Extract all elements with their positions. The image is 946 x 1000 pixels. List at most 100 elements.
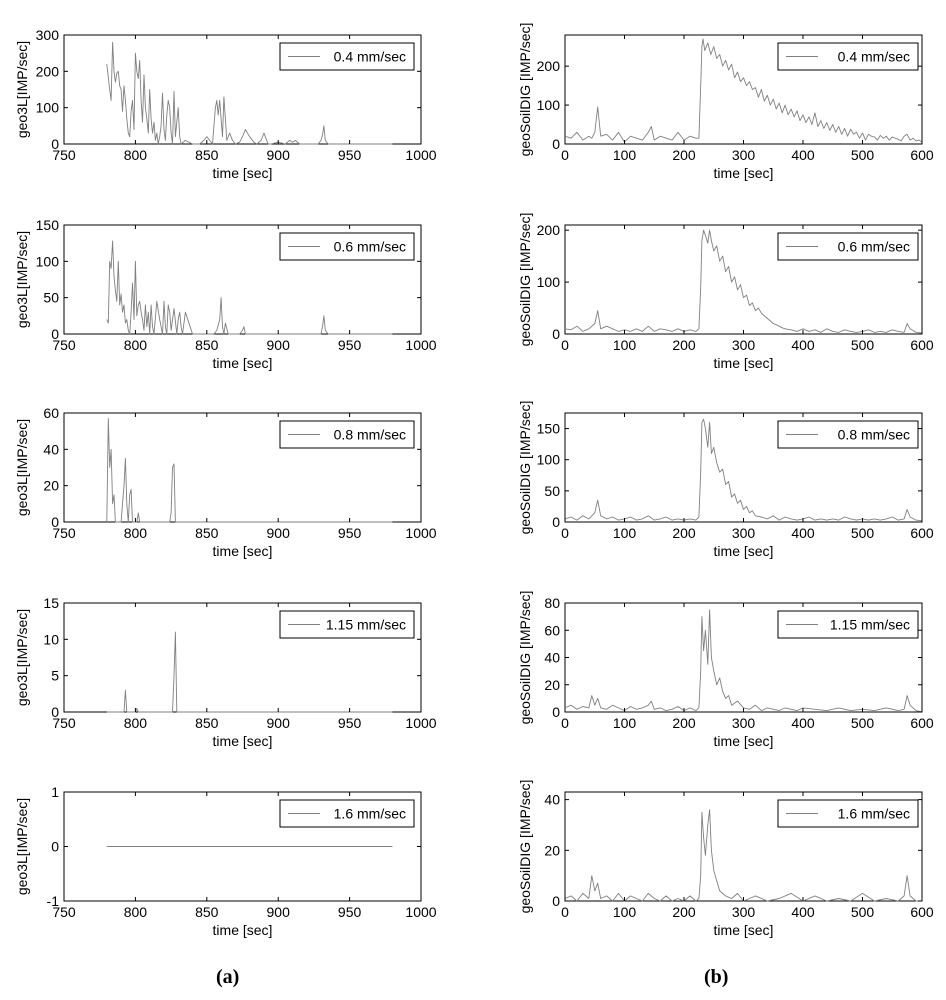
x-tick-label: 100	[613, 147, 637, 163]
x-tick-label: 0	[561, 147, 569, 163]
x-tick-label: 500	[851, 715, 875, 731]
x-tick-label: 200	[672, 147, 696, 163]
panel-label-a: (a)	[216, 966, 240, 988]
x-tick-label: 300	[732, 525, 756, 541]
x-axis-label: time [sec]	[714, 733, 774, 749]
y-axis-label: geo3L[IMP/sec]	[14, 798, 30, 895]
y-axis-label: geo3L[IMP/sec]	[14, 419, 30, 516]
x-axis-label: time [sec]	[213, 165, 273, 181]
x-tick-label: 500	[851, 337, 875, 353]
y-tick-label: 20	[544, 842, 560, 858]
chart-b-1: 0 100 200 300 400 500 600 0 100 200 time [sec] geoS…	[517, 23, 934, 181]
x-tick-label: 200	[672, 337, 696, 353]
y-tick-label: 200	[36, 63, 60, 79]
series-line	[564, 229, 923, 334]
x-tick-label: 800	[124, 337, 148, 353]
legend-label: 0.6 mm/sec	[334, 239, 406, 255]
x-tick-label: 500	[851, 147, 875, 163]
chart-a-2: 750 800 850 900 950 1000 0 50 100 150 time [sec] ge…	[14, 217, 437, 371]
x-tick-label: 500	[851, 904, 875, 920]
y-axis-label: geoSoilDIG [IMP/sec]	[517, 780, 533, 914]
x-tick-label: 900	[267, 715, 291, 731]
chart-a-1: 750 800 850 900 950 1000 0 100 200 300 time [sec] g…	[14, 27, 437, 181]
x-tick-label: 1000	[405, 337, 436, 353]
series-line	[106, 240, 393, 335]
panel-label-b: (b)	[704, 966, 729, 988]
x-tick-label: 200	[672, 525, 696, 541]
series-line	[564, 809, 922, 902]
y-tick-label: 0	[552, 704, 560, 720]
y-tick-label: 200	[537, 58, 561, 74]
x-tick-label: 950	[338, 904, 362, 920]
x-tick-label: 750	[52, 715, 76, 731]
y-axis-label: geo3L[IMP/sec]	[14, 231, 30, 328]
x-tick-label: 0	[561, 715, 569, 731]
legend-label: 0.6 mm/sec	[838, 239, 910, 255]
chart-b-5: 0 100 200 300 400 500 600 0 20 40 time [sec] geoSoi…	[517, 780, 934, 938]
x-axis-label: time [sec]	[714, 543, 774, 559]
x-axis-label: time [sec]	[213, 922, 273, 938]
x-tick-label: 900	[267, 525, 291, 541]
x-tick-label: 1000	[405, 525, 436, 541]
x-tick-label: 300	[732, 904, 756, 920]
y-tick-label: 100	[36, 253, 60, 269]
x-axis-label: time [sec]	[714, 922, 774, 938]
x-tick-label: 100	[613, 525, 637, 541]
y-tick-label: 20	[544, 677, 560, 693]
y-tick-label: 10	[43, 631, 59, 647]
x-tick-label: 750	[52, 525, 76, 541]
x-tick-label: 400	[791, 525, 815, 541]
x-tick-label: 100	[613, 337, 637, 353]
x-tick-label: 750	[52, 904, 76, 920]
y-tick-label: 80	[544, 595, 560, 611]
y-tick-label: 20	[43, 478, 59, 494]
legend-label: 1.6 mm/sec	[838, 806, 910, 822]
y-tick-label: 0	[51, 514, 59, 530]
y-tick-label: 200	[537, 222, 561, 238]
x-tick-label: 400	[791, 904, 815, 920]
x-tick-label: 850	[195, 337, 219, 353]
x-tick-label: 850	[195, 147, 219, 163]
y-tick-label: 0	[552, 136, 560, 152]
x-tick-label: 100	[613, 715, 637, 731]
x-tick-label: 1000	[405, 147, 436, 163]
x-tick-label: 900	[267, 147, 291, 163]
series-line	[564, 38, 923, 143]
y-axis-label: geoSoilDIG [IMP/sec]	[517, 23, 533, 157]
x-tick-label: 0	[561, 525, 569, 541]
y-tick-label: 150	[36, 217, 60, 233]
legend-label: 0.4 mm/sec	[334, 49, 406, 65]
chart-b-3: 0 100 200 300 400 500 600 0 50 100 150 time [sec] ge…	[517, 401, 934, 559]
x-tick-label: 600	[910, 904, 934, 920]
y-tick-label: 60	[43, 405, 59, 421]
x-tick-label: 850	[195, 904, 219, 920]
y-tick-label: 50	[544, 483, 560, 499]
y-tick-label: 0	[51, 704, 59, 720]
x-tick-label: 300	[732, 337, 756, 353]
y-tick-label: 100	[537, 97, 561, 113]
y-tick-label: 0	[51, 839, 59, 855]
y-tick-label: 15	[43, 595, 59, 611]
x-tick-label: 750	[52, 147, 76, 163]
x-tick-label: 400	[791, 147, 815, 163]
x-tick-label: 900	[267, 904, 291, 920]
y-tick-label: 0	[552, 514, 560, 530]
x-tick-label: 0	[561, 337, 569, 353]
y-tick-label: 150	[537, 421, 561, 437]
y-tick-label: 40	[544, 650, 560, 666]
x-tick-label: 800	[124, 525, 148, 541]
legend-label: 1.15 mm/sec	[326, 617, 406, 633]
x-tick-label: 900	[267, 337, 291, 353]
x-axis-label: time [sec]	[714, 165, 774, 181]
series-line	[564, 609, 923, 713]
y-tick-label: 60	[544, 622, 560, 638]
x-tick-label: 750	[52, 337, 76, 353]
x-tick-label: 950	[338, 147, 362, 163]
legend-label: 1.15 mm/sec	[830, 617, 910, 633]
x-tick-label: 100	[613, 904, 637, 920]
x-tick-label: 600	[910, 525, 934, 541]
y-tick-label: 1	[51, 784, 59, 800]
series-line	[564, 418, 923, 522]
x-tick-label: 800	[124, 904, 148, 920]
chart-b-4: 0 100 200 300 400 500 600 0 20 40 60 80 time [sec] ge…	[517, 591, 934, 749]
